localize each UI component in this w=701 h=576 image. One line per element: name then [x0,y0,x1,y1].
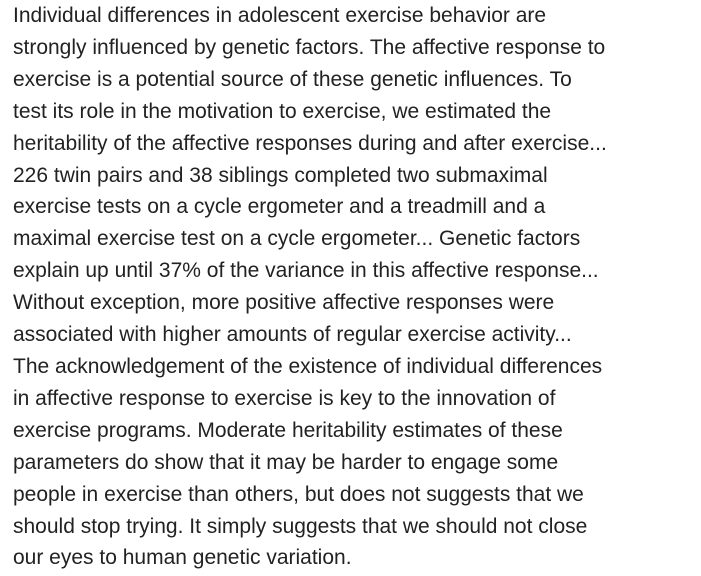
passage-line: heritability of the affective responses … [13,131,607,155]
passage-line: exercise is a potential source of these … [13,67,572,91]
passage-line: exercise tests on a cycle ergometer and … [13,195,546,219]
passage-line: The acknowledgement of the existence of … [13,354,603,378]
passage-text: Individual differences in adolescent exe… [13,0,697,574]
passage-line: exercise programs. Moderate heritability… [13,418,563,442]
passage-line: Without exception, more positive affecti… [13,291,555,315]
passage-line: in affective response to exercise is key… [13,386,556,410]
passage-line: 226 twin pairs and 38 siblings completed… [13,163,548,187]
passage-line: associated with higher amounts of regula… [13,323,572,347]
passage-line: test its role in the motivation to exerc… [13,99,552,123]
passage-line: Individual differences in adolescent exe… [13,4,547,27]
passage-line: should stop trying. It simply suggests t… [13,514,588,538]
passage-line: parameters do show that it may be harder… [13,450,559,474]
passage-line: people in exercise than others, but does… [13,482,584,506]
passage-line: maximal exercise test on a cycle ergomet… [13,227,581,251]
passage-line: strongly influenced by genetic factors. … [13,35,606,59]
passage-line: explain up until 37% of the variance in … [13,259,599,283]
passage-line: our eyes to human genetic variation. [13,546,352,570]
